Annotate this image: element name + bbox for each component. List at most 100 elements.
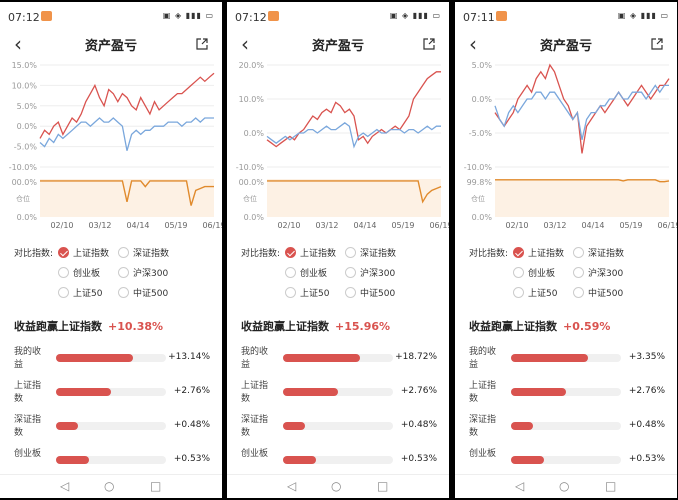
- compare-option[interactable]: 深证指数: [573, 246, 624, 259]
- chevron-left-icon[interactable]: ‹: [14, 32, 22, 56]
- comparison-label: 我的收益: [469, 347, 497, 370]
- comparison-bar-track: [56, 354, 166, 362]
- radio-unchecked-icon: [285, 267, 296, 278]
- compare-option-label: 深证指数: [360, 249, 397, 259]
- index-return-line: [266, 121, 441, 149]
- compare-option-label: 中证500: [133, 289, 169, 299]
- comparison-value: +0.53%: [400, 454, 437, 464]
- comparison-row: 深证指数 +0.48%: [469, 414, 669, 440]
- nav-home-icon[interactable]: ○: [104, 479, 115, 493]
- position-line: [495, 179, 670, 183]
- radio-checked-icon: [285, 247, 296, 258]
- outperform-value: +10.38%: [108, 320, 164, 333]
- compare-label: 对比指数:: [14, 249, 54, 259]
- position-top-tick: 00.0%: [12, 178, 38, 187]
- compare-option[interactable]: 中证500: [573, 286, 623, 299]
- chevron-left-icon[interactable]: ‹: [469, 32, 477, 56]
- compare-option-label: 中证500: [360, 289, 396, 299]
- compare-option-label: 创业板: [300, 269, 328, 279]
- comparison-label: 上证指数: [469, 381, 497, 404]
- y-tick-label: -10.0%: [9, 163, 38, 172]
- nav-back-icon[interactable]: ◁: [287, 479, 297, 493]
- y-tick-label: 5.0%: [17, 102, 38, 111]
- outperform-label: 收益跑赢上证指数: [469, 320, 557, 333]
- compare-option[interactable]: 沪深300: [573, 266, 623, 279]
- nav-recent-icon[interactable]: □: [377, 479, 389, 493]
- y-tick-label: 5.0%: [472, 61, 493, 70]
- y-tick-label: 0.0%: [472, 95, 493, 104]
- page-title: 资产盈亏: [84, 39, 137, 54]
- y-tick-label: -5.0%: [469, 129, 493, 138]
- system-nav-bar: ◁ ○ □: [0, 474, 222, 498]
- status-time: 07:12: [235, 11, 267, 24]
- compare-option[interactable]: 创业板: [513, 266, 555, 279]
- radio-unchecked-icon: [513, 267, 524, 278]
- x-tick-label: 02/10: [505, 221, 528, 230]
- share-icon[interactable]: [651, 35, 663, 50]
- compare-option[interactable]: 沪深300: [118, 266, 168, 279]
- title-bar: ‹ 资产盈亏: [455, 28, 677, 58]
- nav-recent-icon[interactable]: □: [605, 479, 617, 493]
- comparison-label: 上证指数: [14, 381, 42, 404]
- chevron-left-icon[interactable]: ‹: [241, 32, 249, 56]
- nav-back-icon[interactable]: ◁: [515, 479, 525, 493]
- phone-screen-2: 07:12 ▣ ◈ ▮▮▮ ▭ ‹ 资产盈亏 20.0% 10.0% 0.0% -10.0% 0…: [227, 2, 449, 498]
- x-tick-label: 03/12: [88, 221, 111, 230]
- compare-option-label: 上证指数: [73, 249, 110, 259]
- compare-label: 对比指数:: [241, 249, 281, 259]
- comparison-bar-track: [56, 422, 166, 430]
- compare-option[interactable]: 中证500: [118, 286, 168, 299]
- compare-option-label: 沪深300: [133, 269, 169, 279]
- comparison-bar-track: [56, 388, 166, 396]
- comparison-bar-track: [511, 422, 621, 430]
- compare-option[interactable]: 沪深300: [345, 266, 395, 279]
- index-return-line: [494, 84, 669, 140]
- status-time: 07:11: [463, 11, 495, 24]
- x-tick-label: 05/19: [164, 221, 187, 230]
- compare-option[interactable]: 上证50: [285, 286, 329, 299]
- x-tick-label: 04/14: [126, 221, 149, 230]
- compare-option-label: 深证指数: [133, 249, 170, 259]
- nav-recent-icon[interactable]: □: [150, 479, 162, 493]
- compare-option-label: 深证指数: [588, 249, 625, 259]
- comparison-row: 深证指数 +0.48%: [241, 414, 441, 440]
- my-return-line: [266, 71, 441, 148]
- comparison-value: +2.76%: [400, 386, 437, 396]
- comparison-bar-track: [283, 354, 393, 362]
- x-tick-label: 03/12: [315, 221, 338, 230]
- comparison-bar-track: [511, 354, 621, 362]
- compare-option[interactable]: 中证500: [345, 286, 395, 299]
- compare-option[interactable]: 上证指数: [58, 246, 109, 259]
- position-area: [267, 179, 441, 217]
- compare-option[interactable]: 上证50: [513, 286, 557, 299]
- nav-home-icon[interactable]: ○: [331, 479, 342, 493]
- share-icon[interactable]: [423, 35, 435, 50]
- comparison-value: +18.72%: [395, 352, 437, 362]
- share-icon[interactable]: [196, 35, 208, 50]
- compare-option-label: 上证指数: [528, 249, 565, 259]
- comparison-row: 上证指数 +2.76%: [469, 380, 669, 406]
- compare-option[interactable]: 上证指数: [285, 246, 336, 259]
- comparison-label: 创业板: [469, 449, 497, 459]
- radio-unchecked-icon: [573, 247, 584, 258]
- comparison-bar-fill: [56, 388, 111, 396]
- position-top-tick: 00.0%: [239, 178, 265, 187]
- compare-option[interactable]: 创业板: [285, 266, 327, 279]
- compare-option[interactable]: 创业板: [58, 266, 100, 279]
- x-tick-label: 04/14: [353, 221, 376, 230]
- radio-checked-icon: [58, 247, 69, 258]
- compare-option[interactable]: 上证50: [58, 286, 102, 299]
- status-bar: 07:12 ▣ ◈ ▮▮▮ ▭: [0, 2, 222, 28]
- compare-option[interactable]: 深证指数: [345, 246, 396, 259]
- comparison-bar-fill: [283, 354, 360, 362]
- outperform-headline: 收益跑赢上证指数 +0.59%: [469, 318, 610, 334]
- nav-back-icon[interactable]: ◁: [60, 479, 70, 493]
- compare-option-label: 创业板: [528, 269, 556, 279]
- title-bar: ‹ 资产盈亏: [227, 28, 449, 58]
- system-status-icons: ▣ ◈ ▮▮▮ ▭: [162, 11, 214, 20]
- nav-home-icon[interactable]: ○: [559, 479, 570, 493]
- compare-option[interactable]: 深证指数: [118, 246, 169, 259]
- compare-option[interactable]: 上证指数: [513, 246, 564, 259]
- position-line: [267, 180, 442, 204]
- position-area: [495, 179, 669, 217]
